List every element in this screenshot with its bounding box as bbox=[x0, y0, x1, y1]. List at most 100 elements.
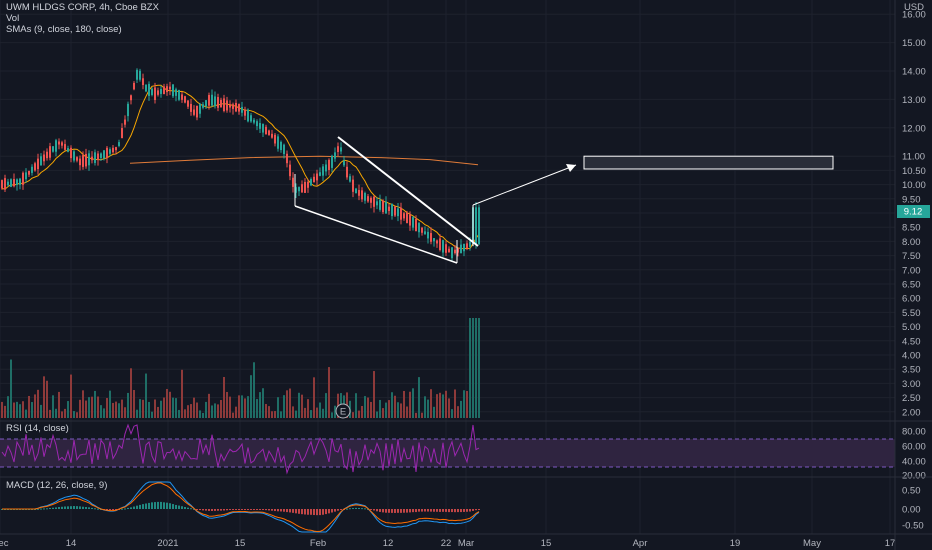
candle-body bbox=[433, 238, 435, 242]
macd-histogram-bar bbox=[109, 509, 111, 510]
macd-histogram-bar bbox=[454, 509, 456, 513]
volume-bar bbox=[7, 396, 9, 418]
macd-histogram-bar bbox=[442, 509, 444, 512]
sma-legend[interactable]: SMAs (9, close, 180, close) bbox=[6, 24, 122, 35]
volume-bar bbox=[298, 392, 300, 418]
volume-bar bbox=[136, 409, 138, 418]
time-tick-label: 12 bbox=[383, 538, 394, 549]
macd-histogram-bar bbox=[211, 509, 213, 511]
candle-body bbox=[442, 240, 444, 253]
volume-bar bbox=[151, 411, 153, 418]
candle-body bbox=[274, 134, 276, 144]
macd-histogram-bar bbox=[451, 509, 453, 513]
volume-bar bbox=[319, 402, 321, 418]
axes: 16.00 15.00 14.00 13.00 12.00 11.00 10.50 10.00… bbox=[0, 10, 926, 549]
candle-body bbox=[319, 172, 321, 176]
volume-bar bbox=[22, 401, 24, 418]
candle-body bbox=[4, 178, 6, 190]
candle-body bbox=[169, 86, 171, 90]
price-tick-label: 3.00 bbox=[902, 379, 921, 390]
candle-body bbox=[394, 206, 396, 216]
candle-body bbox=[448, 248, 450, 253]
volume-bar bbox=[418, 377, 420, 418]
macd-histogram-bar bbox=[289, 509, 291, 513]
volume-bar bbox=[358, 410, 360, 418]
candle-body bbox=[220, 99, 222, 108]
candle-body bbox=[82, 155, 84, 167]
macd-histogram-bar bbox=[424, 509, 426, 512]
macd-histogram-bar bbox=[367, 508, 369, 510]
rsi-legend[interactable]: RSI (14, close) bbox=[6, 423, 69, 434]
candle-body bbox=[256, 121, 258, 127]
candle-body bbox=[343, 160, 345, 166]
chart-title[interactable]: UWM HLDGS CORP, 4h, Cboe BZX bbox=[6, 2, 159, 13]
candle-body bbox=[181, 94, 183, 100]
macd-histogram-bar bbox=[421, 509, 423, 512]
volume-bar bbox=[220, 400, 222, 418]
macd-histogram-bar bbox=[67, 506, 69, 509]
candle-body bbox=[352, 179, 354, 192]
macd-histogram-bar bbox=[337, 509, 339, 511]
price-tick-label: 7.50 bbox=[902, 251, 921, 262]
rsi-band bbox=[0, 439, 895, 467]
macd-histogram-bar bbox=[178, 505, 180, 509]
macd-histogram-bar bbox=[388, 509, 390, 513]
macd-histogram-bar bbox=[226, 509, 228, 511]
macd-histogram-bar bbox=[82, 506, 84, 509]
svg-text:9.12: 9.12 bbox=[904, 207, 923, 218]
macd-histogram-bar bbox=[187, 507, 189, 509]
volume-bar bbox=[367, 397, 369, 418]
macd-histogram-bar bbox=[346, 508, 348, 510]
wedge-lower-line[interactable] bbox=[294, 205, 458, 264]
candle-body bbox=[211, 94, 213, 106]
macd-histogram-bar bbox=[478, 509, 480, 510]
candle-body bbox=[361, 190, 363, 200]
candle-body bbox=[76, 157, 78, 161]
macd-histogram-bar bbox=[382, 509, 384, 513]
macd-histogram-bar bbox=[460, 509, 462, 513]
macd-histogram-bar bbox=[265, 509, 267, 511]
earnings-marker[interactable]: E bbox=[335, 403, 351, 419]
vol-legend[interactable]: Vol bbox=[6, 13, 20, 24]
macd-histogram-bar bbox=[298, 509, 300, 514]
candle-body bbox=[475, 207, 477, 245]
volume-bar bbox=[217, 404, 219, 418]
volume-bar bbox=[115, 401, 117, 418]
volume-bar bbox=[382, 408, 384, 418]
macd-histogram-bar bbox=[223, 509, 225, 511]
volume-bar bbox=[199, 410, 201, 418]
macd-histogram-bar bbox=[403, 509, 405, 513]
volume-bar bbox=[241, 395, 243, 418]
macd-histogram-bar bbox=[139, 504, 141, 509]
macd-histogram-bar bbox=[37, 508, 39, 510]
candle-body bbox=[427, 231, 429, 239]
volume-bar bbox=[355, 393, 357, 418]
macd-histogram-bar bbox=[40, 508, 42, 510]
volume-bar bbox=[403, 390, 405, 418]
svg-text:E: E bbox=[340, 407, 346, 418]
volume-bar bbox=[250, 375, 252, 418]
last-price-badge: 9.12 bbox=[897, 205, 930, 218]
volume-bar bbox=[52, 395, 54, 418]
volume-bar bbox=[472, 318, 474, 418]
candle-body bbox=[109, 149, 111, 154]
macd-histogram-bar bbox=[394, 509, 396, 513]
rsi-tick-label: 60.00 bbox=[902, 442, 926, 453]
wedge-upper-line[interactable] bbox=[337, 136, 479, 247]
volume-bar bbox=[394, 395, 396, 418]
volume-bar bbox=[154, 399, 156, 418]
volume-bar bbox=[166, 388, 168, 418]
target-arrow[interactable] bbox=[472, 164, 577, 206]
volume-bar bbox=[157, 406, 159, 418]
rsi-tick-label: 20.00 bbox=[902, 471, 926, 482]
volume-bar bbox=[277, 397, 279, 418]
target-zone-box[interactable] bbox=[583, 155, 834, 170]
candle-body bbox=[466, 243, 468, 249]
candle-body bbox=[7, 181, 9, 186]
macd-histogram-bar bbox=[193, 508, 195, 510]
volume-bar bbox=[445, 390, 447, 418]
candle-body bbox=[310, 179, 312, 186]
macd-legend[interactable]: MACD (12, 26, close, 9) bbox=[6, 480, 108, 491]
volume-bar bbox=[352, 412, 354, 418]
